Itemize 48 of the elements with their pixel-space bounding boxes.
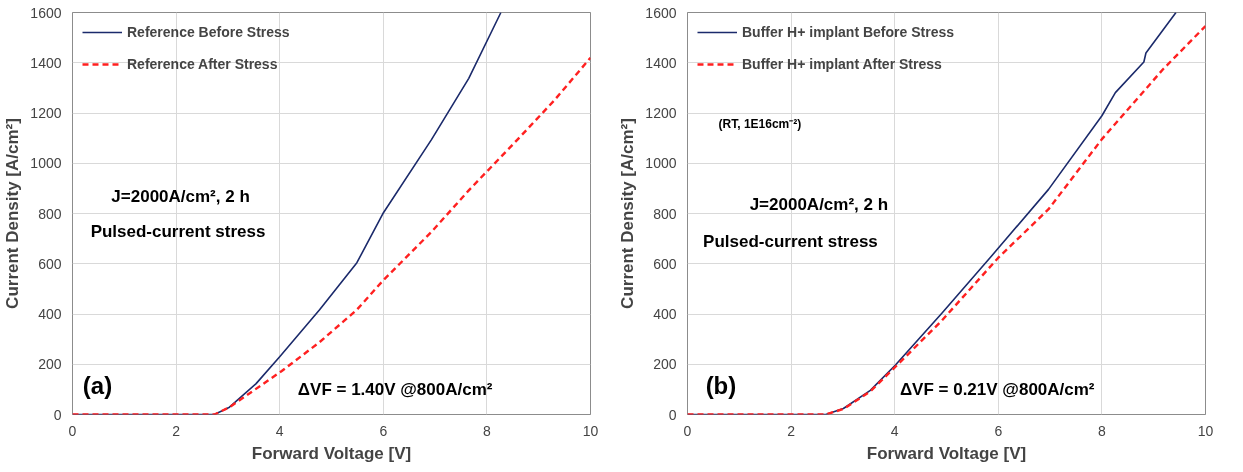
annotation: J=2000A/cm², 2 h xyxy=(749,194,889,214)
legend-label: Buffer H+ implant After Stress xyxy=(742,56,942,72)
line-series xyxy=(72,56,591,415)
y-tick-label: 1000 xyxy=(645,155,677,172)
y-tick-label: 400 xyxy=(653,306,677,322)
y-tick-label: 1000 xyxy=(30,155,62,172)
x-tick-label: 6 xyxy=(994,422,1003,439)
y-tick-label: 800 xyxy=(38,205,62,222)
y-tick-label: 400 xyxy=(38,306,62,322)
y-tick-label: 1400 xyxy=(30,54,62,71)
x-tick-label: 8 xyxy=(483,422,492,439)
x-axis-title: Forward Voltage [V] xyxy=(866,443,1027,463)
annotation: (a) xyxy=(82,372,113,400)
x-tick-label: 10 xyxy=(582,422,599,439)
x-tick-label: 2 xyxy=(172,422,181,439)
y-tick-label: 200 xyxy=(38,356,62,373)
x-tick-label: 6 xyxy=(379,422,388,439)
y-tick-label: 1600 xyxy=(30,4,62,21)
y-axis-title: Current Density [A/cm²] xyxy=(3,118,23,309)
x-tick-label: 4 xyxy=(890,422,899,439)
y-tick-label: 1600 xyxy=(645,4,677,21)
annotation: (b) xyxy=(705,372,737,400)
annotation: (RT, 1E16cm⁻²) xyxy=(718,116,802,131)
y-tick-label: 1200 xyxy=(30,105,62,121)
y-tick-label: 200 xyxy=(653,356,677,373)
y-tick-label: 600 xyxy=(653,255,677,272)
x-tick-label: 4 xyxy=(275,422,284,439)
x-tick-label: 0 xyxy=(683,422,692,439)
y-tick-label: 0 xyxy=(53,406,62,423)
annotation: Pulsed-current stress xyxy=(703,232,878,252)
x-axis-title: Forward Voltage [V] xyxy=(251,443,412,463)
x-tick-label: 2 xyxy=(787,422,796,439)
x-tick-label: 10 xyxy=(1197,422,1214,439)
y-tick-label: 0 xyxy=(668,406,677,423)
x-tick-label: 8 xyxy=(1098,422,1107,439)
legend-label: Reference After Stress xyxy=(127,56,278,72)
legend-label: Buffer H+ implant Before Stress xyxy=(742,24,954,40)
legend-label: Reference Before Stress xyxy=(127,24,290,40)
y-tick-label: 800 xyxy=(653,205,677,222)
y-tick-label: 1200 xyxy=(645,105,677,121)
y-tick-label: 600 xyxy=(38,255,62,272)
annotation: ΔVF = 1.40V @800A/cm² xyxy=(297,380,493,400)
y-axis-title: Current Density [A/cm²] xyxy=(618,118,638,309)
y-tick-label: 1400 xyxy=(645,54,677,71)
x-tick-label: 0 xyxy=(68,422,77,439)
annotation: J=2000A/cm², 2 h xyxy=(111,186,250,206)
annotation: ΔVF = 0.21V @800A/cm² xyxy=(899,380,1095,400)
annotation: Pulsed-current stress xyxy=(90,222,266,242)
